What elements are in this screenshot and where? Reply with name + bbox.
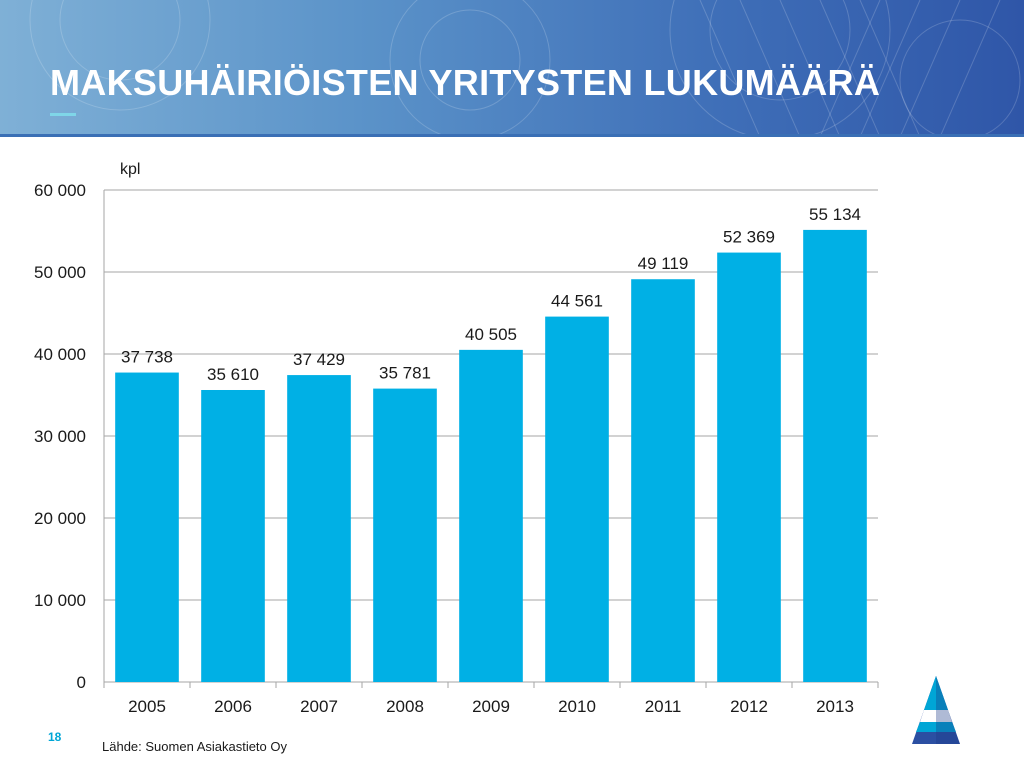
slide-header: [0, 0, 1024, 137]
x-tick-label: 2012: [730, 697, 768, 716]
y-tick-label: 40 000: [34, 345, 86, 364]
data-label: 52 369: [723, 228, 775, 247]
x-tick-label: 2013: [816, 697, 854, 716]
data-label: 40 505: [465, 325, 517, 344]
x-tick-label: 2006: [214, 697, 252, 716]
x-tick-label: 2010: [558, 697, 596, 716]
bars: [115, 229, 867, 683]
data-label: 35 781: [379, 364, 431, 383]
data-label: 35 610: [207, 365, 259, 384]
x-tick-label: 2007: [300, 697, 338, 716]
y-tick-label: 20 000: [34, 509, 86, 528]
header-bottom-line: [0, 134, 1024, 137]
bar-2005: [115, 372, 179, 682]
y-tick-label: 30 000: [34, 427, 86, 446]
x-tick-label: 2011: [645, 697, 682, 716]
x-tick-label: 2009: [472, 697, 510, 716]
x-tick-label: 2008: [386, 697, 424, 716]
decorative-pattern: [29, 0, 1021, 137]
data-label: 44 561: [551, 292, 603, 311]
source-note: Lähde: Suomen Asiakastieto Oy: [102, 739, 288, 754]
bar-2009: [459, 349, 523, 682]
company-logo: [912, 676, 960, 744]
data-label: 37 429: [293, 350, 345, 369]
title-underline: [50, 113, 76, 116]
bar-2013: [803, 229, 867, 683]
data-label: 55 134: [809, 205, 861, 224]
bar-chart: 37 738 35 610 37 429 35 781 40 505 44 561 49 1…: [34, 161, 879, 716]
y-tick-label: 50 000: [34, 263, 86, 282]
value-labels: 37 738 35 610 37 429 35 781 40 505 44 561 49 1…: [121, 205, 861, 384]
slide-title: MAKSUHÄIRIÖISTEN YRITYSTEN LUKUMÄÄRÄ: [50, 62, 881, 103]
bar-2008: [373, 388, 437, 682]
data-label: 37 738: [121, 348, 173, 367]
data-label: 49 119: [638, 254, 689, 273]
y-tick-label: 0: [77, 673, 86, 692]
y-tick-label: 60 000: [34, 181, 86, 200]
bar-2007: [287, 375, 351, 682]
y-axis-ticks: 0 10 000 20 000 30 000 40 000 50 000 60 000: [34, 181, 86, 692]
x-axis-categories: 2005 2006 2007 2008 2009 2010 2011 2012 2013: [128, 697, 854, 716]
bar-2011: [631, 279, 695, 682]
bar-2012: [717, 252, 781, 682]
y-axis-unit-label: kpl: [120, 161, 140, 178]
x-tick-label: 2005: [128, 697, 166, 716]
page-number: 18: [48, 730, 62, 744]
bar-2006: [201, 389, 265, 682]
bar-2010: [545, 316, 609, 682]
y-tick-label: 10 000: [34, 591, 86, 610]
